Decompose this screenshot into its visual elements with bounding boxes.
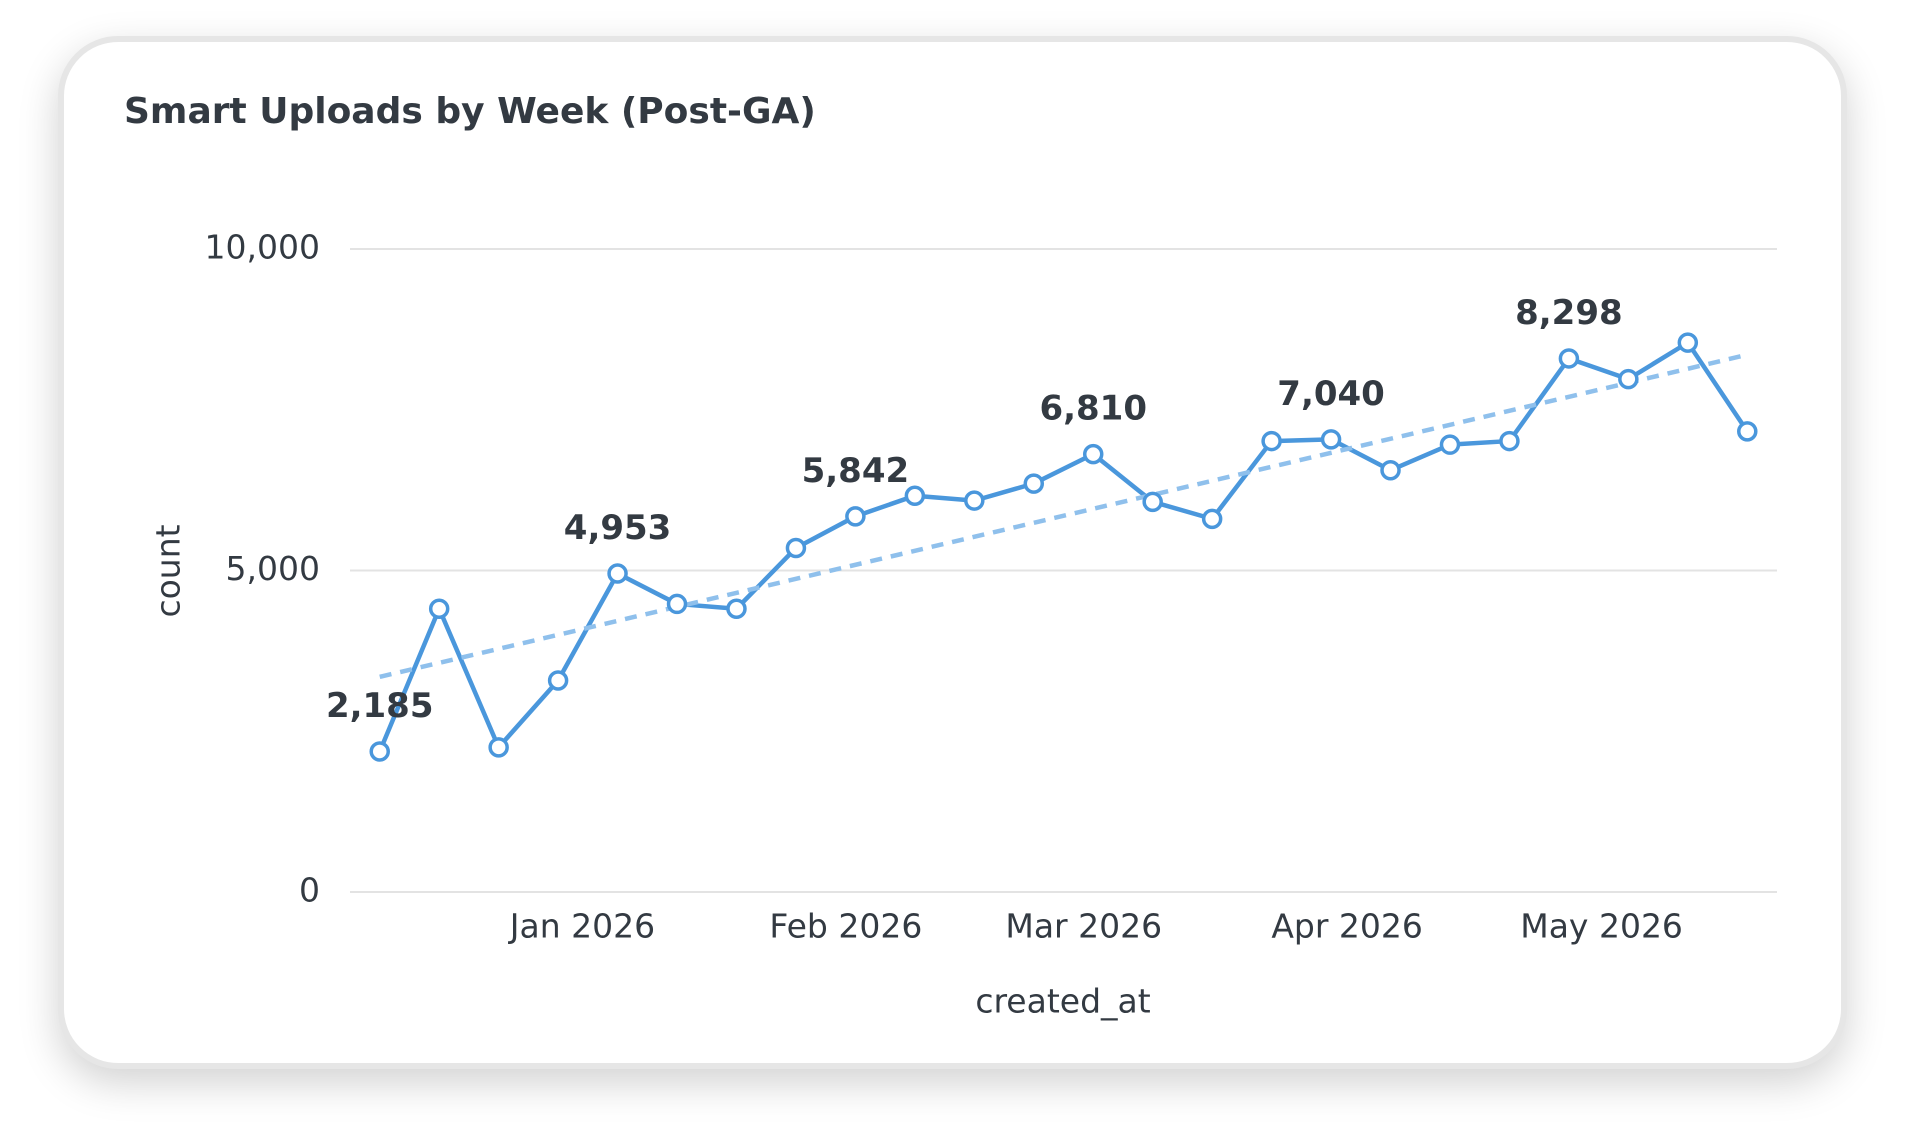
data-point (904, 485, 926, 506)
data-point (1618, 368, 1639, 390)
x-tick-label: Feb 2026 (769, 907, 922, 946)
data-point (428, 598, 450, 620)
chart-card (58, 36, 1847, 1069)
data-point (1320, 429, 1342, 450)
data-label: 6,810 (1039, 389, 1147, 429)
data-point (1677, 332, 1699, 353)
x-tick-label: Apr 2026 (1271, 907, 1423, 946)
data-point (1142, 491, 1163, 513)
data-point (547, 670, 569, 691)
chart-title: Smart Uploads by Week (Post-GA) (124, 91, 816, 132)
y-tick-label: 10,000 (205, 228, 320, 267)
data-point (369, 741, 390, 762)
x-tick-label: May 2026 (1520, 907, 1683, 946)
y-tick-label: 5,000 (226, 549, 320, 588)
y-axis-label: count (149, 524, 188, 617)
data-label: 7,040 (1277, 374, 1385, 414)
x-tick-label: Jan 2026 (508, 907, 655, 946)
data-point (1023, 473, 1045, 494)
data-point (607, 563, 628, 584)
data-label: 8,298 (1515, 293, 1623, 333)
data-point (845, 506, 866, 527)
data-point (785, 537, 807, 559)
trend-line (379, 352, 1748, 680)
data-label: 4,953 (564, 508, 672, 548)
y-tick-label: 0 (299, 871, 320, 910)
series-line (377, 340, 1750, 753)
data-point (726, 598, 747, 620)
data-point (1201, 508, 1223, 530)
data-point (1499, 430, 1520, 452)
data-point (964, 490, 985, 511)
data-point (666, 593, 688, 615)
x-tick-label: Mar 2026 (1005, 907, 1162, 946)
data-label: 2,185 (326, 686, 434, 726)
data-point (1082, 443, 1104, 465)
data-point (1737, 421, 1758, 442)
data-point (1261, 430, 1282, 452)
data-point (1380, 459, 1401, 481)
data-point (1439, 434, 1461, 455)
x-axis-label: created_at (975, 982, 1150, 1021)
data-point (1558, 348, 1580, 369)
data-point (488, 737, 509, 758)
data-label: 5,842 (802, 451, 910, 491)
